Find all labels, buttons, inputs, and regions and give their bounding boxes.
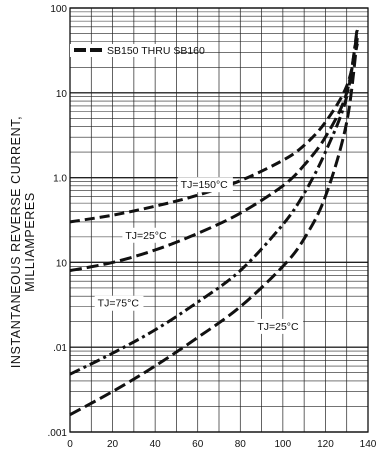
y-tick-label: 1.0 [53, 174, 67, 185]
y-axis-label: INSTANTANEOUS REVERSE CURRENT, MILLIAMPE… [9, 116, 37, 368]
y-tick-label: .01 [53, 343, 67, 354]
x-tick-label: 40 [150, 439, 162, 450]
curve-label-background [177, 177, 233, 193]
curve-labels: TJ=150°C TJ=25°C TJ=75°C TJ=25°C [94, 177, 304, 334]
series-line-3 [69, 26, 359, 376]
curve-label-4: TJ=25°C [257, 321, 299, 333]
series-line-2 [69, 29, 359, 273]
y-tick-label: .001 [48, 428, 68, 439]
y-tick-label: 10 [56, 89, 68, 100]
legend-background [70, 44, 176, 57]
series-line-1 [69, 43, 359, 224]
y-tick-label: 100 [50, 4, 67, 15]
y-axis-label-line-1: INSTANTANEOUS REVERSE CURRENT, [9, 116, 23, 368]
y-tick-label: 10 [56, 258, 68, 269]
y-tick-labels: 100 10 1.0 10 .01 .001 [48, 4, 68, 439]
x-tick-label: 20 [107, 439, 119, 450]
curve-label-3: TJ=75°C [98, 298, 140, 310]
curve-label-1: TJ=150°C [181, 179, 229, 191]
legend-label: SB150 THRU SB160 [107, 45, 205, 57]
curve-label-background [254, 318, 304, 334]
curve-label-2: TJ=25°C [125, 230, 167, 242]
series-group [69, 26, 359, 417]
curve-label-background [94, 295, 144, 311]
curve-label-background [122, 227, 172, 243]
x-tick-label: 120 [317, 439, 334, 450]
legend: SB150 THRU SB160 [70, 44, 205, 57]
x-tick-labels: 0 20 40 60 80 100 120 140 [67, 439, 377, 450]
x-tick-label: 0 [67, 439, 73, 450]
plot-frame [69, 7, 369, 433]
x-tick-label: 140 [360, 439, 377, 450]
series-line-4 [69, 37, 359, 417]
y-axis-label-line-2: MILLIAMPERES [23, 192, 37, 292]
x-tick-label: 60 [192, 439, 204, 450]
x-tick-label: 100 [275, 439, 292, 450]
x-tick-label: 80 [235, 439, 247, 450]
